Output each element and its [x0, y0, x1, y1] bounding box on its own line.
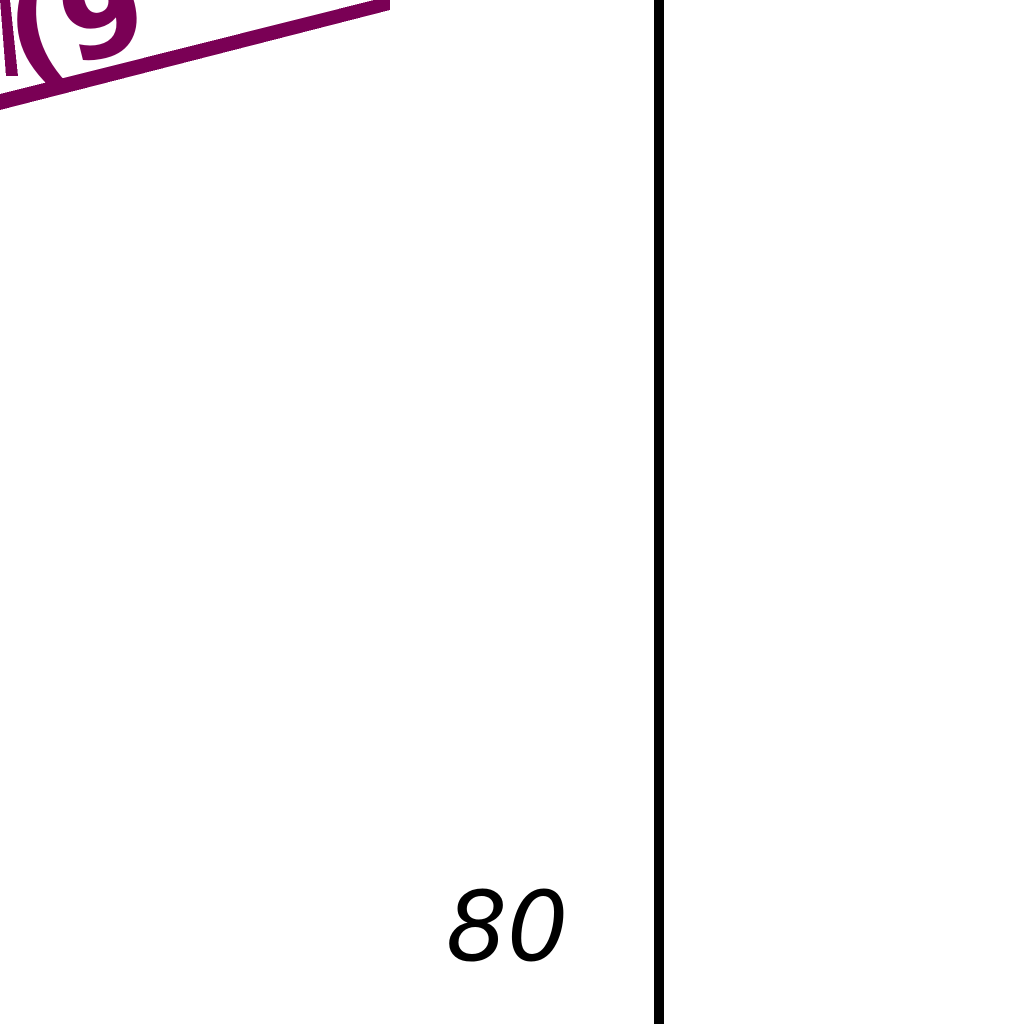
- dimension-annotation: (9: [0, 0, 390, 110]
- value-label: 80: [446, 871, 568, 983]
- dimension-line: [0, 0, 390, 110]
- dimension-text: (9: [0, 0, 160, 106]
- dimension-edge-stroke: [0, 0, 18, 76]
- boundary-line: [654, 0, 664, 1024]
